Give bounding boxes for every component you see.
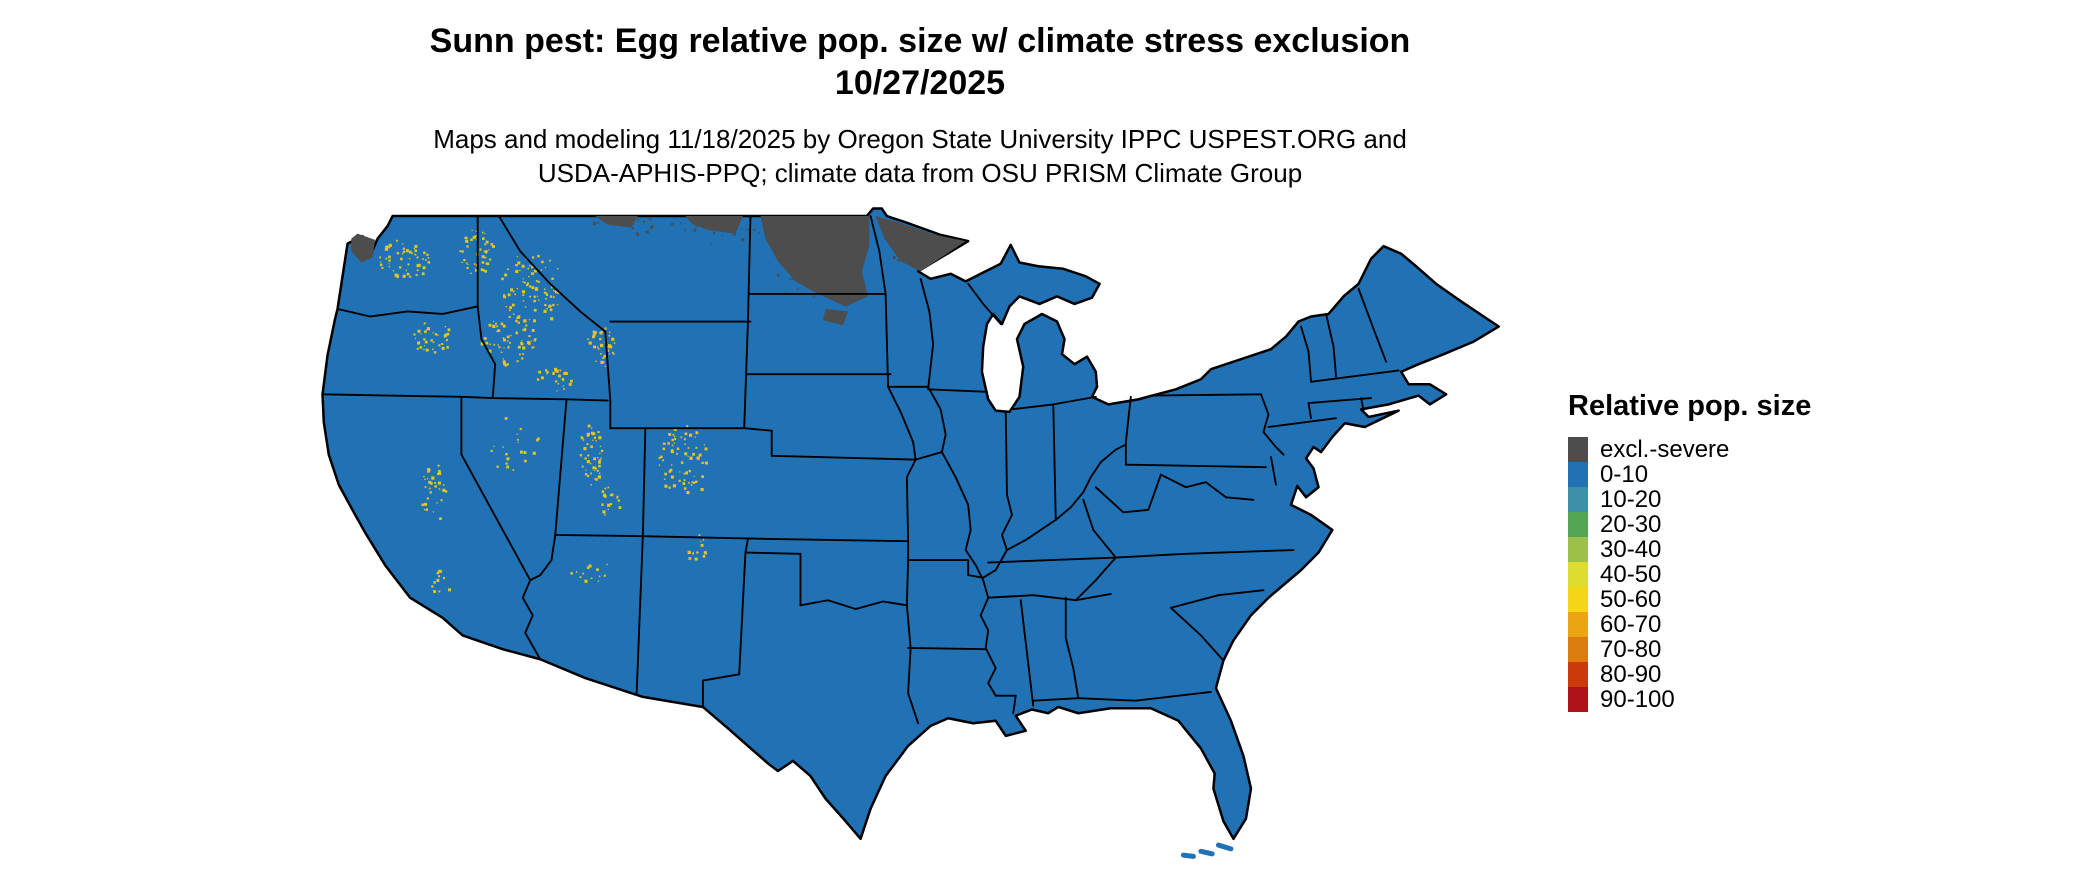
legend-swatch	[1568, 662, 1588, 687]
legend-label: 80-90	[1600, 661, 1662, 688]
legend-swatch	[1568, 437, 1588, 462]
legend-label: 70-80	[1600, 636, 1662, 663]
legend-swatch	[1568, 537, 1588, 562]
legend-swatch	[1568, 512, 1588, 537]
legend-label: excl.-severe	[1600, 436, 1730, 463]
legend-swatch	[1568, 612, 1588, 637]
legend-swatch	[1568, 687, 1588, 712]
legend-label: 0-10	[1600, 461, 1649, 488]
legend-item: 0-10	[1568, 462, 1811, 487]
legend-item: 70-80	[1568, 637, 1811, 662]
speckle-regions	[379, 229, 708, 593]
legend-item: excl.-severe	[1568, 437, 1811, 462]
legend-label: 10-20	[1600, 486, 1662, 513]
legend-title: Relative pop. size	[1568, 390, 1812, 422]
legend-label: 20-30	[1600, 511, 1662, 538]
legend-item: 40-50	[1568, 562, 1811, 587]
legend-swatch	[1568, 487, 1588, 512]
legend-swatch	[1568, 562, 1588, 587]
florida-keys-icon	[1180, 842, 1234, 859]
credit-line-1: Maps and modeling 11/18/2025 by Oregon S…	[433, 124, 1407, 154]
legend-item: 20-30	[1568, 512, 1811, 537]
legend-items: excl.-severe 0-10 10-20 20-30 30-40 40-50 50-6…	[1568, 437, 1811, 712]
legend-item: 30-40	[1568, 537, 1811, 562]
legend-swatch	[1568, 462, 1588, 487]
gray-speckle-regions	[592, 218, 922, 298]
legend-label: 60-70	[1600, 611, 1662, 638]
credit-line-2: USDA-APHIS-PPQ; climate data from OSU PR…	[537, 158, 1303, 188]
map-title: Sunn pest: Egg relative pop. size w/ cli…	[429, 22, 1411, 60]
us-map	[321, 207, 1500, 859]
state-borders	[321, 215, 1400, 725]
legend-item: 60-70	[1568, 612, 1811, 637]
legend-item: 50-60	[1568, 587, 1811, 612]
legend-item: 10-20	[1568, 487, 1811, 512]
legend-label: 50-60	[1600, 586, 1662, 613]
legend-swatch	[1568, 637, 1588, 662]
legend-label: 30-40	[1600, 536, 1662, 563]
legend-label: 40-50	[1600, 561, 1662, 588]
legend-item: 90-100	[1568, 687, 1811, 712]
us-map-container	[310, 206, 1530, 884]
legend-item: 80-90	[1568, 662, 1811, 687]
map-date: 10/27/2025	[834, 64, 1006, 102]
legend-label: 90-100	[1600, 686, 1675, 713]
legend-swatch	[1568, 587, 1588, 612]
us-landmass	[321, 207, 1500, 841]
legend: Relative pop. size excl.-severe 0-10 10-20…	[1568, 390, 1811, 712]
